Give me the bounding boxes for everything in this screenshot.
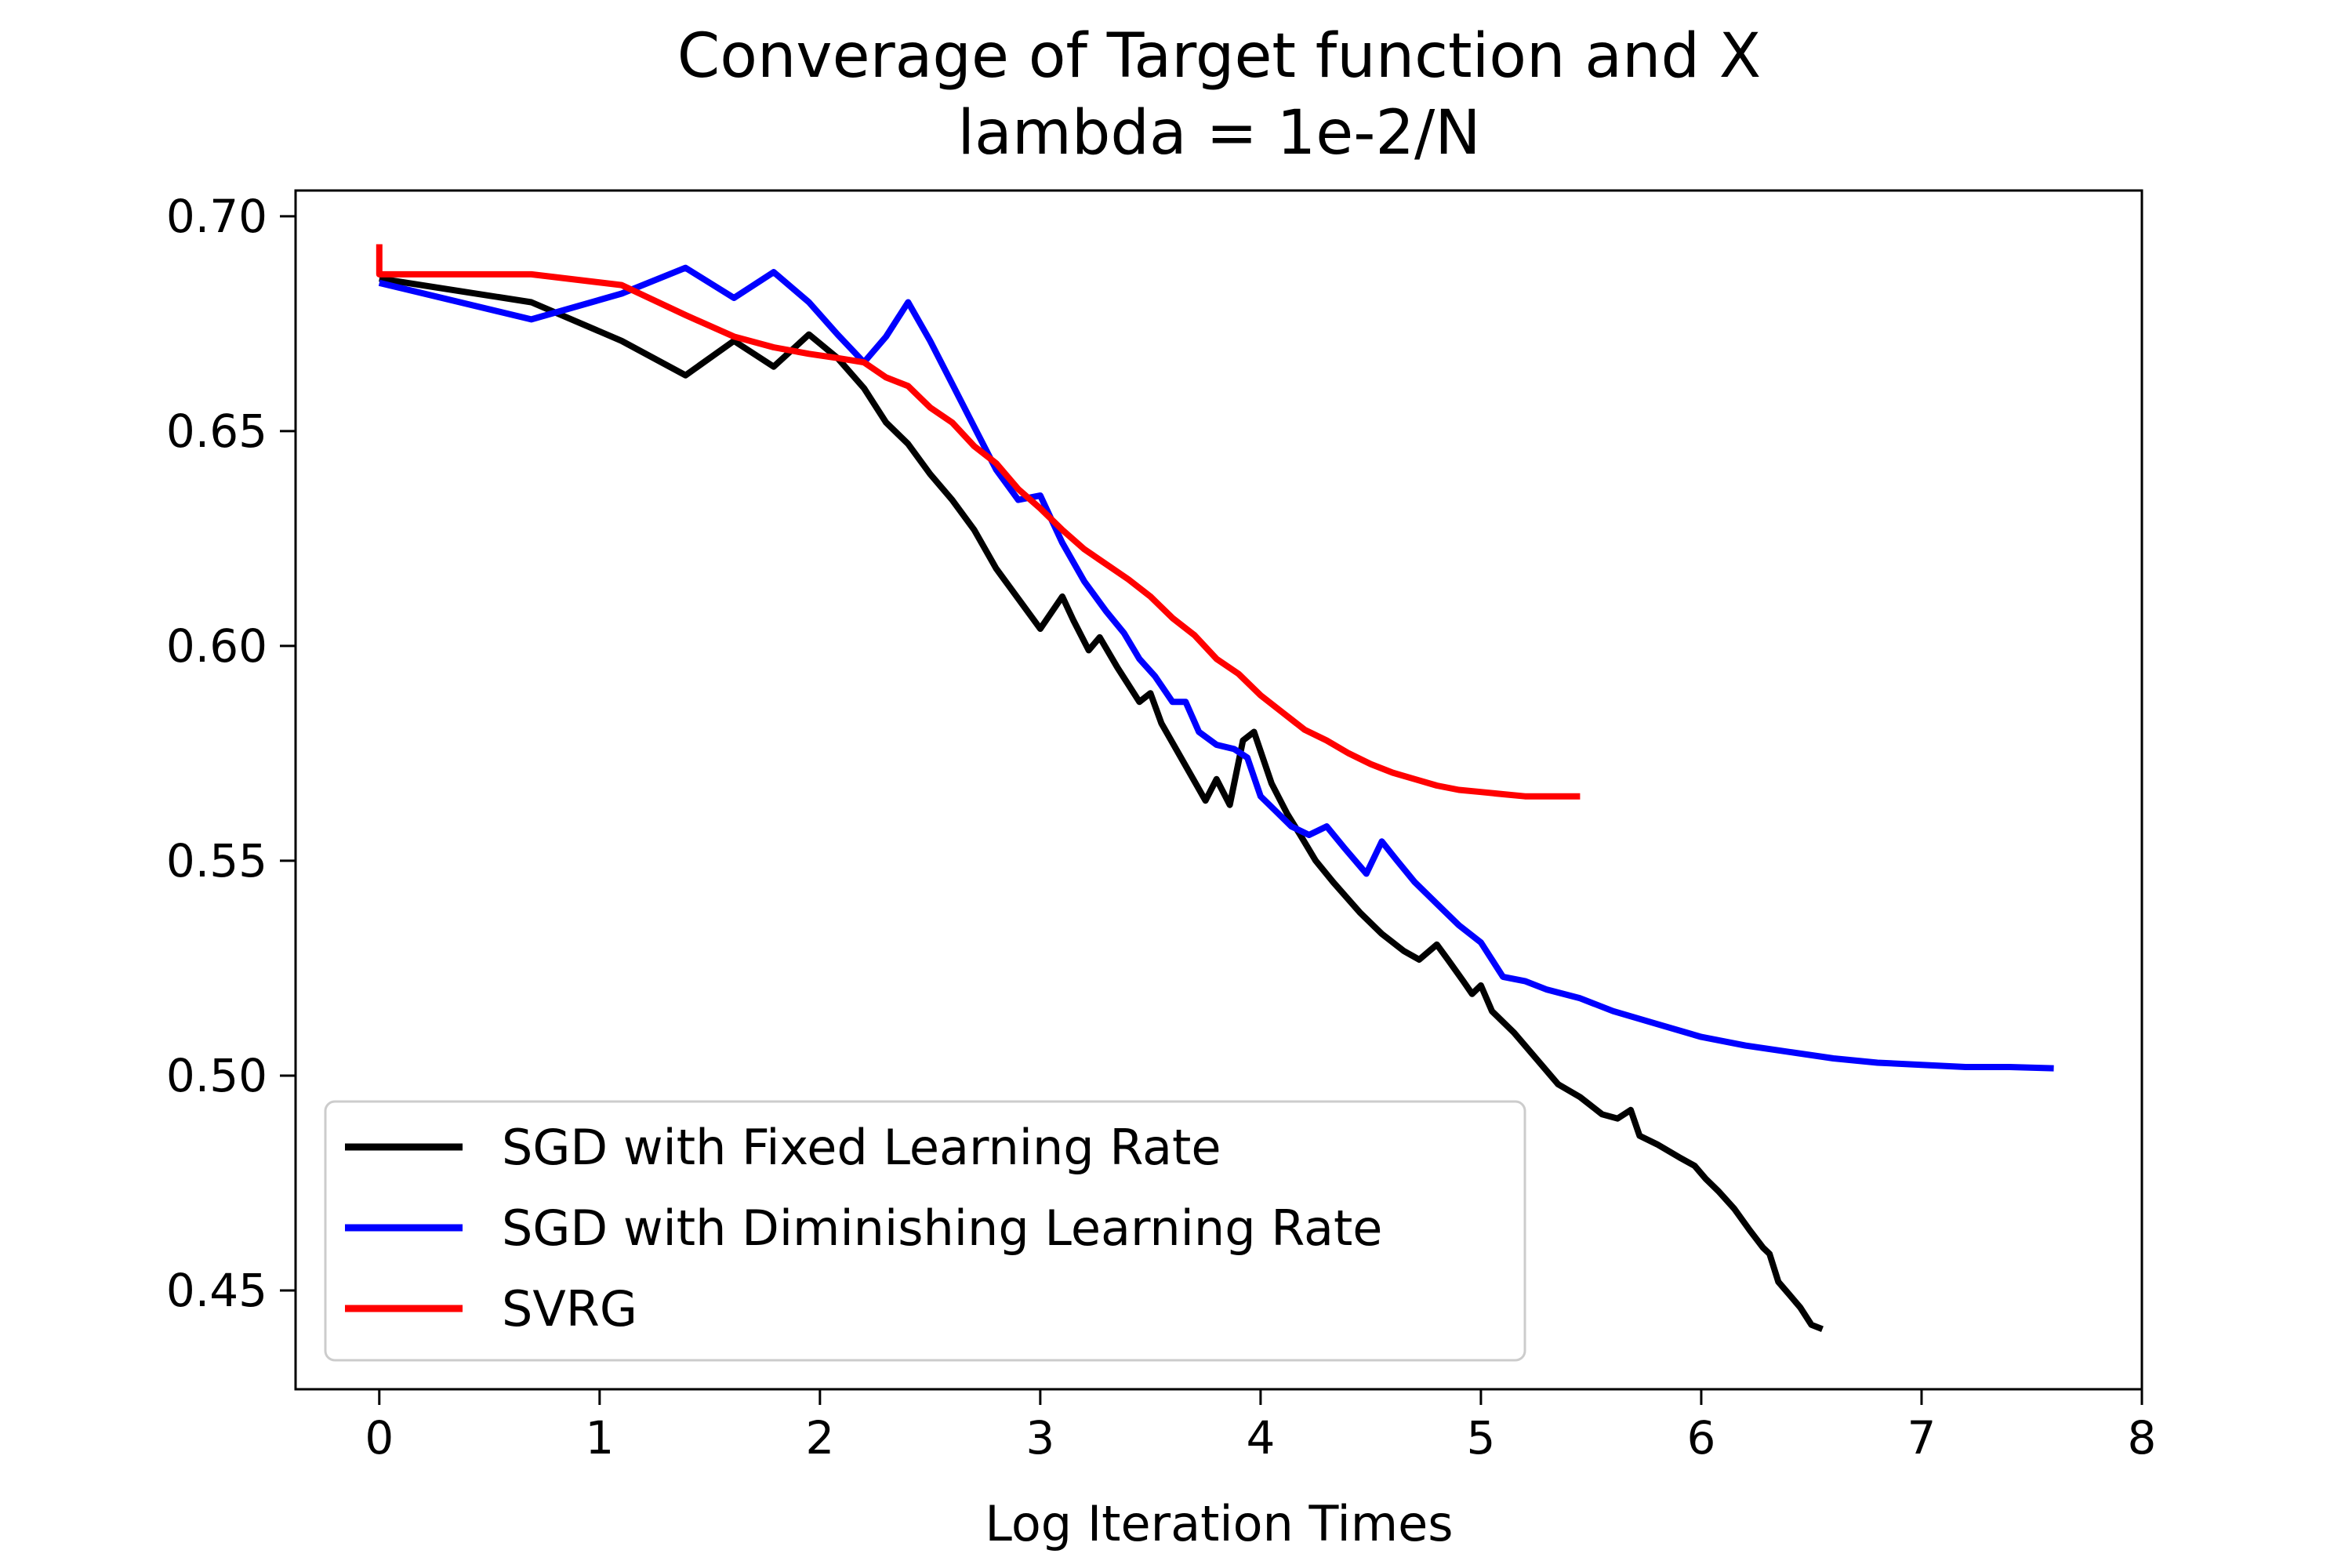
legend-box bbox=[324, 1100, 1526, 1362]
y-axis: 0.45 0.50 0.55 0.60 0.65 0.70 bbox=[166, 190, 296, 1317]
x-tick-label: 1 bbox=[585, 1411, 614, 1465]
x-tick-label: 0 bbox=[365, 1411, 394, 1465]
x-tick-label: 5 bbox=[1466, 1411, 1495, 1465]
plot-frame bbox=[294, 189, 2143, 1391]
series-line-sgd-diminishing bbox=[378, 264, 2054, 1072]
y-tick-label: 0.45 bbox=[166, 1264, 267, 1317]
x-tick-label: 7 bbox=[1907, 1411, 1936, 1465]
legend: SGD with Fixed Learning Rate SGD with Di… bbox=[324, 1100, 1526, 1362]
series-line-sgd-fixed bbox=[379, 275, 1824, 1333]
y-tick-label: 0.50 bbox=[166, 1049, 267, 1102]
legend-label-sgd-diminishing: SGD with Diminishing Learning Rate bbox=[502, 1200, 1382, 1257]
y-tick-label: 0.55 bbox=[166, 834, 267, 887]
x-tick-label: 8 bbox=[2128, 1411, 2157, 1465]
x-axis-label: Log Iteration Times bbox=[985, 1495, 1453, 1552]
chart-subtitle: lambda = 1e-2/N bbox=[957, 98, 1480, 169]
x-tick-label: 3 bbox=[1025, 1411, 1054, 1465]
legend-label-sgd-fixed: SGD with Fixed Learning Rate bbox=[502, 1119, 1221, 1176]
y-tick-label: 0.65 bbox=[166, 405, 267, 458]
legend-label-svrg: SVRG bbox=[502, 1280, 637, 1338]
x-tick-label: 6 bbox=[1686, 1411, 1715, 1465]
series-line-svrg bbox=[376, 244, 1581, 800]
x-tick-label: 4 bbox=[1246, 1411, 1275, 1465]
x-tick-label: 2 bbox=[805, 1411, 834, 1465]
chart-title: Converage of Target function and X bbox=[677, 21, 1761, 92]
x-axis: 0 1 2 3 4 5 6 7 8 bbox=[365, 1389, 2156, 1465]
plot-area bbox=[376, 244, 2054, 1333]
y-tick-label: 0.60 bbox=[166, 619, 267, 673]
y-tick-label: 0.70 bbox=[166, 190, 267, 243]
